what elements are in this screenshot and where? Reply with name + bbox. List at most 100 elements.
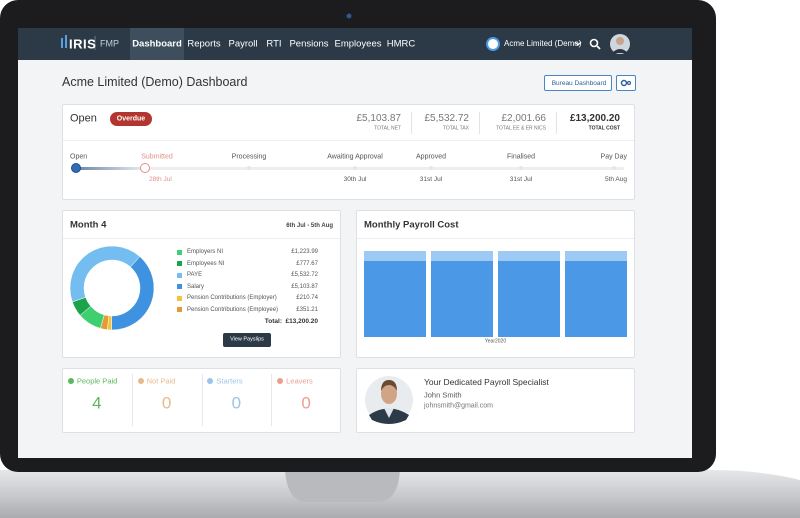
card-title: Monthly Payroll Cost xyxy=(364,219,459,231)
card-title-rule xyxy=(357,238,634,239)
nav-item[interactable]: HMRC xyxy=(386,38,416,50)
total-label: TOTAL COST xyxy=(588,125,620,132)
camera xyxy=(346,13,352,19)
search-icon[interactable] xyxy=(596,45,601,50)
step-dot xyxy=(71,163,81,173)
laptop-base xyxy=(0,470,800,518)
specialist-name: John Smith xyxy=(424,390,462,400)
product-name: FMP xyxy=(100,38,119,49)
total-amount: £2,001.66 xyxy=(501,113,547,124)
stat-value: 4 xyxy=(92,393,102,413)
legend-swatch xyxy=(177,307,182,312)
payroll-cost-card xyxy=(356,210,635,358)
avatar-face xyxy=(616,37,624,45)
gear xyxy=(620,79,628,87)
specialist-heading: Your Dedicated Payroll Specialist xyxy=(424,376,549,387)
logo[interactable]: IRIS xyxy=(69,36,97,52)
view-payslips-label: View Payslips xyxy=(230,336,264,343)
nav-item[interactable]: Dashboard xyxy=(132,38,182,50)
legend-swatch xyxy=(177,272,182,278)
step-date: 30th Jul xyxy=(343,175,367,183)
view-payslips-button[interactable]: View Payslips xyxy=(223,333,271,347)
avatar-suit xyxy=(612,49,628,53)
step-tick xyxy=(353,166,357,170)
stat-label: Not Paid xyxy=(146,376,176,386)
stat-label: Leavers xyxy=(286,376,313,386)
nav-item[interactable]: RTI xyxy=(266,38,282,50)
legend-value: £351.21 xyxy=(296,306,318,313)
stat-icon xyxy=(207,378,214,384)
stat-value: 0 xyxy=(301,393,311,413)
caret[interactable] xyxy=(574,41,582,46)
company-selector[interactable]: Acme Limited (Demo) xyxy=(504,39,582,48)
stat-divider xyxy=(131,374,133,426)
step-date: 31st Jul xyxy=(419,175,443,183)
nav-item[interactable]: Pensions xyxy=(289,38,329,50)
status-card xyxy=(62,104,635,200)
nav-active-bg xyxy=(130,28,184,60)
search-icon[interactable] xyxy=(589,38,599,48)
specialist-email[interactable]: johnsmith@gmail.com xyxy=(424,402,493,410)
step-label: Awaiting Approval xyxy=(327,153,383,161)
legend-value: £5,103.87 xyxy=(291,283,318,290)
legend-value: £210.74 xyxy=(296,295,318,301)
step-label: Open xyxy=(70,153,88,161)
step-label: Processing xyxy=(231,153,267,161)
total-label: TOTAL EE & ER NICS xyxy=(496,125,546,132)
page-title: Acme Limited (Demo) Dashboard xyxy=(62,74,248,89)
bureau-button-label: Bureau Dashboard xyxy=(551,79,607,87)
nav-item[interactable]: Payroll xyxy=(228,38,258,50)
stat-icon xyxy=(137,378,144,384)
step-date: 31st Jul xyxy=(509,175,533,183)
stat-label: People Paid xyxy=(76,376,118,386)
legend-swatch xyxy=(177,284,182,289)
bureau-button[interactable]: Bureau Dashboard xyxy=(544,75,612,91)
step-tick xyxy=(429,166,433,170)
total-label: Total: xyxy=(264,317,282,325)
legend-label: PAYE xyxy=(187,272,203,278)
step-tick xyxy=(247,166,251,170)
step-label: Pay Day xyxy=(600,153,627,161)
stat-value: 0 xyxy=(231,393,242,413)
x-axis-label: Year2020 xyxy=(484,338,507,345)
total-label: TOTAL TAX xyxy=(442,125,469,132)
legend-label: Pension Contributions (Employer) xyxy=(187,295,277,301)
settings-button[interactable] xyxy=(616,75,636,91)
total-divider xyxy=(411,112,412,134)
total-amount: £5,103.87 xyxy=(356,113,402,124)
step-tick xyxy=(519,166,523,170)
total-divider xyxy=(479,112,480,134)
total-label: TOTAL NET xyxy=(374,125,401,132)
card-title-rule xyxy=(63,238,340,239)
legend-label: Salary xyxy=(187,283,205,290)
total-divider xyxy=(556,112,557,134)
card-title: Month 4 xyxy=(70,219,107,231)
nav-item[interactable]: Employees xyxy=(334,38,382,50)
overdue-badge: Overdue xyxy=(110,112,152,126)
legend-value: £1,223.99 xyxy=(291,249,318,255)
period-label: 6th Jul - 5th Aug xyxy=(286,223,333,229)
total-amount: £5,532.72 xyxy=(424,113,470,124)
step-tick xyxy=(612,166,616,170)
company-icon xyxy=(486,37,500,51)
legend-value: £5,532.72 xyxy=(291,272,318,278)
stat-icon xyxy=(67,378,74,384)
total-amount: £13,200.20 xyxy=(569,113,620,124)
legend-label: Employees NI xyxy=(187,260,225,267)
legend-swatch xyxy=(177,261,182,266)
legend-value: £777.67 xyxy=(296,260,318,267)
status-divider xyxy=(63,140,634,141)
gear xyxy=(626,80,632,86)
legend-swatch xyxy=(177,249,182,255)
logo-bar xyxy=(65,35,67,48)
step-date: 28th Jul xyxy=(149,175,172,183)
laptop-notch xyxy=(285,470,400,502)
legend-label: Pension Contributions (Employee) xyxy=(187,306,279,313)
nav-item[interactable]: Reports xyxy=(187,38,221,50)
overdue-label: Overdue xyxy=(116,115,146,123)
stat-icon xyxy=(277,378,284,384)
step-dot xyxy=(140,163,150,173)
timeline-progress xyxy=(76,167,145,170)
total-value: £13,200.20 xyxy=(285,317,318,325)
